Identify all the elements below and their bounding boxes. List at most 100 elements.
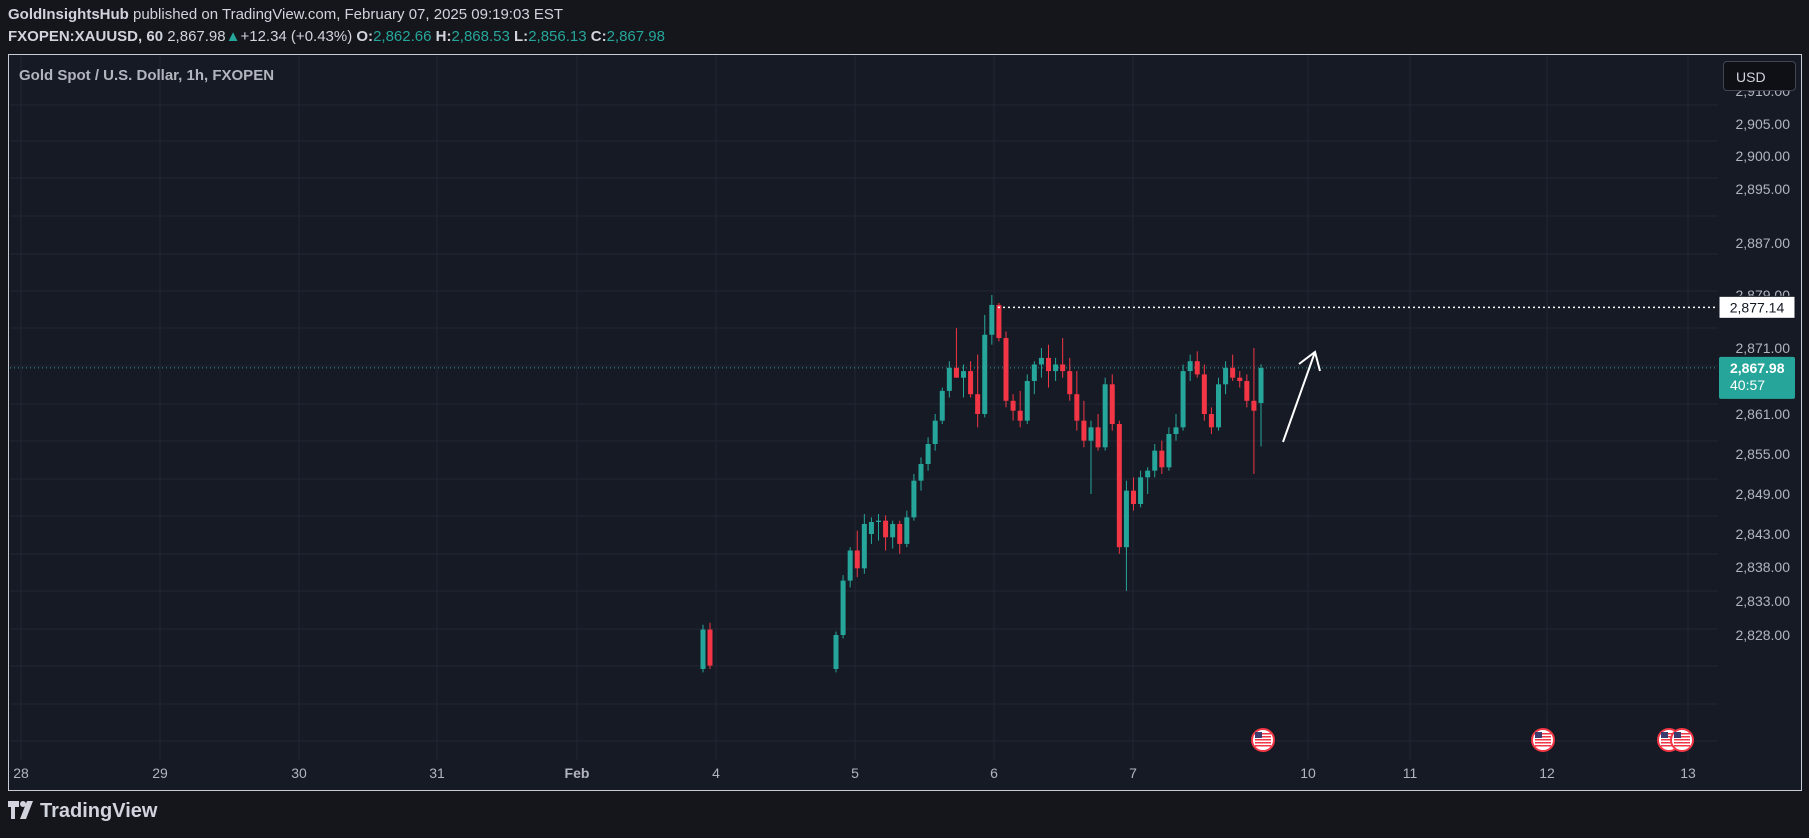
us-flag-event-icon	[1251, 728, 1275, 752]
candle	[1251, 348, 1257, 474]
candle-body	[1251, 400, 1257, 411]
candle	[1194, 351, 1200, 378]
candle-body	[861, 524, 867, 569]
candle-body	[883, 520, 889, 538]
time-tick-label: 6	[990, 765, 998, 781]
candle-body	[1131, 490, 1136, 504]
tradingview-logo[interactable]: TradingView	[8, 800, 157, 823]
publish-line: GoldInsightsHub published on TradingView…	[8, 6, 563, 23]
candle	[883, 515, 889, 551]
candle-body	[939, 390, 945, 421]
flag-stripe	[1674, 739, 1690, 741]
candle	[918, 457, 924, 491]
time-tick-label: 11	[1403, 765, 1418, 781]
candle	[1187, 354, 1193, 381]
flag-stripe	[1661, 736, 1677, 738]
candle-body	[1067, 371, 1073, 395]
candle	[1031, 361, 1037, 395]
chart-pane[interactable]	[8, 54, 1802, 791]
candle-body	[1060, 364, 1066, 372]
candle	[1024, 374, 1030, 424]
time-tick-label: 12	[1539, 765, 1555, 781]
candle	[1088, 420, 1094, 494]
candle-body	[989, 304, 995, 335]
candle-body	[1017, 410, 1023, 421]
candle	[953, 328, 959, 378]
flag-canton	[1255, 732, 1262, 738]
candle	[1003, 331, 1009, 408]
high-value: 2,868.53	[451, 28, 510, 45]
last-price: 2,867.98	[167, 28, 226, 45]
candle	[904, 510, 910, 548]
candle-body	[1031, 364, 1037, 381]
flag-stripe	[1255, 733, 1271, 735]
price-tick-label: 2,849.00	[1736, 486, 1791, 502]
candle	[1010, 394, 1016, 421]
candle-body	[1109, 384, 1115, 424]
candle-body	[1216, 384, 1221, 428]
candle	[876, 514, 881, 541]
candle	[1152, 444, 1158, 478]
flag-stripe	[1661, 745, 1677, 747]
close-value: 2,867.98	[606, 28, 665, 45]
time-axis: 28 29 30 31 Feb 4 5 6 7 10 11 12 13	[13, 765, 1696, 781]
flag-stripe	[1535, 745, 1551, 747]
candle-body	[996, 304, 1002, 339]
candle-body	[1046, 357, 1051, 372]
candle	[975, 354, 981, 428]
candle-body	[1223, 367, 1229, 385]
candle-body	[1088, 427, 1094, 441]
time-tick-label: 30	[291, 765, 307, 781]
candle-body	[876, 520, 881, 522]
candle-body	[982, 334, 988, 414]
candle-body	[1024, 381, 1030, 421]
open-value: 2,862.66	[373, 28, 432, 45]
candle-body	[1074, 394, 1080, 421]
currency-button[interactable]: USD	[1723, 61, 1796, 91]
flag-canton	[1661, 732, 1668, 738]
candle-body	[1230, 367, 1236, 378]
symbol-label: FXOPEN:XAUUSD, 60	[8, 28, 164, 45]
price-tick-label: 2,843.00	[1736, 526, 1791, 542]
flag-stripe	[1255, 745, 1271, 747]
candle	[911, 474, 917, 521]
change-up-arrow-icon: ▲	[225, 28, 241, 45]
candle-body	[833, 635, 839, 669]
candle	[1201, 364, 1207, 421]
candle	[939, 387, 945, 424]
candle-body	[1138, 477, 1144, 504]
candle-body	[1166, 434, 1172, 468]
candle-body	[1095, 427, 1101, 448]
flag-stripe	[1661, 733, 1677, 735]
candle-body	[1173, 427, 1179, 434]
last-price-tag-label: 2,867.98	[1730, 360, 1785, 376]
candle-body	[904, 517, 910, 544]
candle-body	[946, 367, 952, 391]
publish-info: published on TradingView.com, February 0…	[133, 6, 563, 23]
candle	[946, 361, 952, 398]
candle-body	[1237, 377, 1243, 381]
candle-body	[1159, 450, 1165, 468]
candle	[1060, 338, 1066, 378]
candle	[1145, 467, 1151, 494]
candle	[1109, 374, 1115, 431]
candle	[1081, 400, 1087, 448]
candle	[1244, 374, 1250, 408]
candle-body	[1003, 338, 1009, 401]
price-tick-label: 2,871.00	[1736, 340, 1791, 356]
candle	[1102, 377, 1108, 451]
candle	[925, 437, 931, 471]
time-tick-label: 28	[13, 765, 29, 781]
candle-body	[1053, 364, 1059, 372]
candle	[707, 622, 713, 669]
candle-body	[1187, 361, 1193, 372]
author-name[interactable]: GoldInsightsHub	[8, 6, 129, 23]
candle	[1123, 480, 1129, 591]
tradingview-logo-icon	[8, 801, 33, 819]
resistance-tag-label: 2,877.14	[1730, 299, 1785, 315]
candle	[890, 520, 896, 549]
candle-body	[1145, 470, 1151, 478]
price-tick-label: 2,855.00	[1736, 446, 1791, 462]
